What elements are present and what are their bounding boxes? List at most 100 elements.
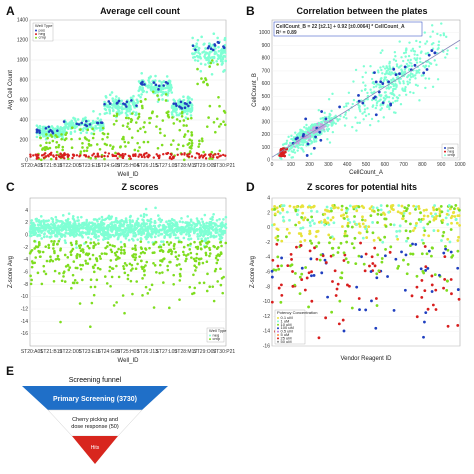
hit-point xyxy=(326,221,330,225)
hit-point xyxy=(424,311,428,314)
cmp-point xyxy=(181,220,184,224)
cmp-point xyxy=(297,146,300,150)
pos-point xyxy=(296,136,299,140)
neg-point xyxy=(47,155,50,158)
cmp-point xyxy=(179,231,182,235)
hit-point xyxy=(448,207,452,211)
x-tick-label: 0 xyxy=(271,162,274,168)
cmp-point xyxy=(155,89,158,92)
y-tick-label: 1000 xyxy=(259,30,270,36)
cmp-point xyxy=(302,150,305,153)
neg-point xyxy=(63,157,66,160)
hit-point xyxy=(383,235,387,239)
hit-point xyxy=(411,242,414,246)
neg-point xyxy=(204,253,208,257)
legend-title: Well Type xyxy=(35,23,53,28)
neg-point xyxy=(30,265,34,269)
neg-point xyxy=(220,276,224,280)
cmp-point xyxy=(51,230,55,234)
pos-point xyxy=(306,142,310,146)
cmp-point xyxy=(145,213,148,217)
cmp-point xyxy=(149,75,152,78)
cmp-point xyxy=(420,74,423,77)
neg-point xyxy=(145,151,148,155)
hit-point xyxy=(396,237,400,241)
x-tick-label: 400 xyxy=(343,162,352,168)
hit-point xyxy=(407,204,410,207)
neg-point xyxy=(56,254,60,258)
hit-point xyxy=(443,255,447,259)
cmp-point xyxy=(440,22,443,25)
cmp-point xyxy=(107,233,110,236)
cmp-low-point xyxy=(45,141,48,145)
hit-point xyxy=(456,249,460,253)
cmp-point xyxy=(119,111,123,115)
hit-point xyxy=(446,237,450,241)
cmp-point xyxy=(439,34,442,37)
cmp-point xyxy=(108,225,112,229)
hit-point xyxy=(426,222,430,226)
pos-point xyxy=(187,104,190,108)
cmp-point xyxy=(108,111,112,115)
cmp-point xyxy=(154,227,157,230)
neg-point xyxy=(115,250,119,254)
hit-point xyxy=(434,288,438,292)
legend-marker xyxy=(277,337,279,340)
cmp-point xyxy=(395,96,399,99)
hit-point xyxy=(305,276,309,280)
neg-point xyxy=(208,285,212,289)
pos-point xyxy=(381,101,385,105)
cmp-point xyxy=(126,229,130,232)
cmp-point xyxy=(373,90,376,94)
cmp-point xyxy=(416,57,419,60)
cmp-point xyxy=(413,53,416,56)
neg-point xyxy=(91,253,95,257)
hit-point xyxy=(392,308,396,312)
hit-point xyxy=(446,209,450,213)
neg-point xyxy=(75,154,79,157)
cmp-point xyxy=(83,117,86,121)
cmp-low-point xyxy=(218,104,221,108)
y-tick-label: 100 xyxy=(262,145,271,151)
cmp-point xyxy=(185,230,188,233)
cmp-point xyxy=(152,224,156,228)
cmp-point xyxy=(120,105,123,109)
neg-point xyxy=(172,155,175,159)
y-axis-label: CellCount_B xyxy=(252,73,258,107)
cmp-point xyxy=(310,140,314,144)
legend-box xyxy=(441,143,459,159)
cmp-point xyxy=(142,221,146,224)
hit-point xyxy=(276,255,280,259)
hit-point xyxy=(389,245,393,249)
x-tick-label: 700 xyxy=(399,162,408,168)
cmp-point xyxy=(214,224,217,227)
neg-point xyxy=(123,262,127,265)
neg-point xyxy=(176,153,179,157)
hit-point xyxy=(309,257,313,261)
hit-point xyxy=(346,260,350,264)
y-tick-label: 4 xyxy=(267,196,270,202)
neg-point xyxy=(104,151,107,154)
cmp-point xyxy=(176,236,180,240)
cmp-point xyxy=(174,228,177,232)
cmp-point xyxy=(384,91,387,94)
cmp-point xyxy=(54,233,58,237)
x-tick-label: ST25:H04 xyxy=(117,163,140,169)
cmp-low-point xyxy=(66,157,70,161)
cmp-point xyxy=(186,215,190,218)
cmp-point xyxy=(119,219,123,223)
hit-point xyxy=(414,207,417,211)
hit-point xyxy=(409,222,412,226)
hit-point xyxy=(322,220,326,224)
cmp-point xyxy=(189,229,192,232)
neg-point xyxy=(42,264,46,268)
cmp-point xyxy=(42,125,46,129)
neg-point xyxy=(150,283,154,287)
cmp-point xyxy=(28,230,32,233)
cmp-low-point xyxy=(138,146,141,149)
neg-point xyxy=(103,275,107,278)
hit-point xyxy=(455,221,459,225)
hit-point xyxy=(450,255,454,259)
pos-point xyxy=(430,49,434,52)
